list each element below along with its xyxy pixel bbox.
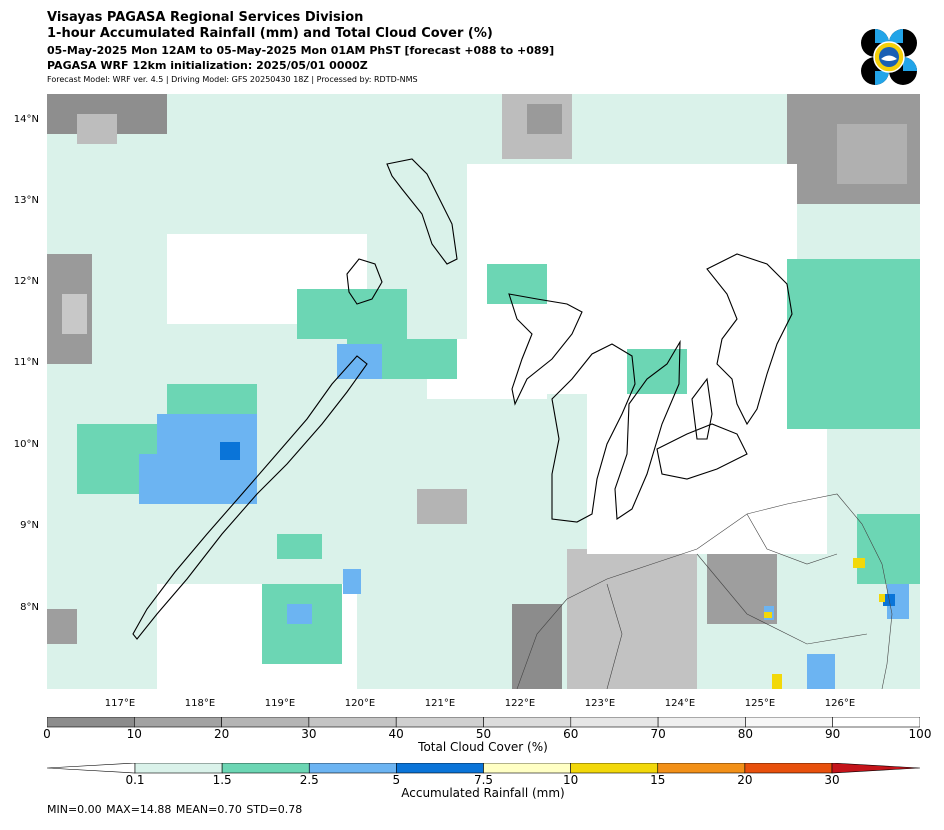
- cloud-colorbar-tick: 40: [388, 727, 404, 741]
- cloud-colorbar-tick: 70: [650, 727, 666, 741]
- rainfall-layer: [77, 259, 920, 689]
- lon-label: 119°E: [264, 698, 296, 709]
- cloud-colorbar-tick: 0: [43, 727, 51, 741]
- cloud-colorbar-segment: [47, 717, 135, 728]
- cloud-colorbar-tick: 20: [213, 727, 230, 741]
- coastlines: [132, 158, 793, 640]
- lat-label: 9°N: [20, 520, 39, 531]
- rain-colorbar-label: Accumulated Rainfall (mm): [401, 786, 565, 800]
- rain-colorbar-under: [47, 763, 136, 774]
- rain-colorbar-over: [831, 763, 920, 774]
- pagasa-logo: [861, 29, 917, 85]
- rain-colorbar-segment: [483, 763, 571, 774]
- cloud-colorbar-segment: [308, 717, 397, 728]
- rain-colorbar-tick: 20: [737, 773, 753, 787]
- rain-colorbar-segment: [657, 763, 746, 774]
- model-credits: Forecast Model: WRF ver. 4.5 | Driving M…: [47, 75, 418, 84]
- lon-label: 118°E: [184, 698, 216, 709]
- cloud-colorbar-segment: [483, 717, 572, 728]
- rainfall-cloud-map: [47, 94, 920, 689]
- lat-label: 8°N: [20, 602, 39, 613]
- cloud-colorbar-tick: 100: [908, 727, 932, 741]
- cloud-colorbar-tick: 50: [475, 727, 492, 741]
- rain-colorbar-tick: 30: [824, 773, 840, 787]
- rain-colorbar-tick: 15: [650, 773, 666, 787]
- cloud-colorbar-tick: 90: [825, 727, 841, 741]
- rain-colorbar-segment: [744, 763, 833, 774]
- cloud-colorbar-tick: 80: [737, 727, 754, 741]
- cloud-colorbar-tick: 30: [301, 727, 317, 741]
- lon-label: 120°E: [344, 698, 376, 709]
- cloud-colorbar-segment: [221, 717, 310, 728]
- lon-label: 122°E: [504, 698, 536, 709]
- rain-colorbar-tick: 5: [392, 773, 401, 787]
- cloud-colorbar-segment: [832, 717, 920, 728]
- cloud-colorbar-segment: [657, 717, 746, 728]
- rain-colorbar-tick: 7.5: [473, 773, 494, 787]
- cloud-colorbar-tick: 10: [126, 727, 142, 741]
- rain-colorbar-tick: 1.5: [212, 773, 232, 787]
- cloud-colorbar-segment: [134, 717, 222, 728]
- rain-colorbar-tick: 2.5: [299, 773, 319, 787]
- lon-label: 117°E: [104, 698, 136, 709]
- cloud-colorbar-segment: [745, 717, 834, 728]
- rain-colorbar-segment: [396, 763, 484, 774]
- lat-label: 12°N: [13, 276, 39, 287]
- statistics-summary: MIN=0.00 MAX=14.88 MEAN=0.70 STD=0.78: [47, 803, 303, 816]
- lon-label: 125°E: [744, 698, 776, 709]
- lat-label: 10°N: [13, 439, 39, 450]
- rain-colorbar-segment: [308, 763, 397, 774]
- cloud-colorbar-label: Total Cloud Cover (%): [418, 740, 548, 754]
- lon-label: 124°E: [664, 698, 696, 709]
- rain-colorbar-tick: 0.1: [125, 773, 145, 787]
- title-line-2: 1-hour Accumulated Rainfall (mm) and Tot…: [47, 26, 493, 41]
- cloud-cover-colorbar: [47, 717, 920, 728]
- rain-colorbar-segment: [134, 763, 223, 774]
- rainfall-colorbar: [47, 763, 920, 774]
- cloud-colorbar-segment: [570, 717, 659, 728]
- lon-label: 121°E: [424, 698, 456, 709]
- lon-label: 123°E: [584, 698, 616, 709]
- title-line-1: Visayas PAGASA Regional Services Divisio…: [47, 10, 364, 25]
- rain-colorbar-segment: [570, 763, 659, 774]
- lat-label: 13°N: [13, 195, 39, 206]
- lon-label: 126°E: [824, 698, 856, 709]
- lat-label: 11°N: [13, 357, 39, 368]
- model-initialization: PAGASA WRF 12km initialization: 2025/05/…: [47, 59, 368, 72]
- rain-colorbar-segment: [221, 763, 310, 774]
- cloud-colorbar-segment: [395, 717, 484, 728]
- forecast-period: 05-May-2025 Mon 12AM to 05-May-2025 Mon …: [47, 44, 555, 57]
- cloud-colorbar-tick: 60: [563, 727, 579, 741]
- lat-label: 14°N: [13, 114, 39, 125]
- mindanao-outline: [516, 493, 893, 689]
- rain-colorbar-tick: 10: [562, 773, 579, 787]
